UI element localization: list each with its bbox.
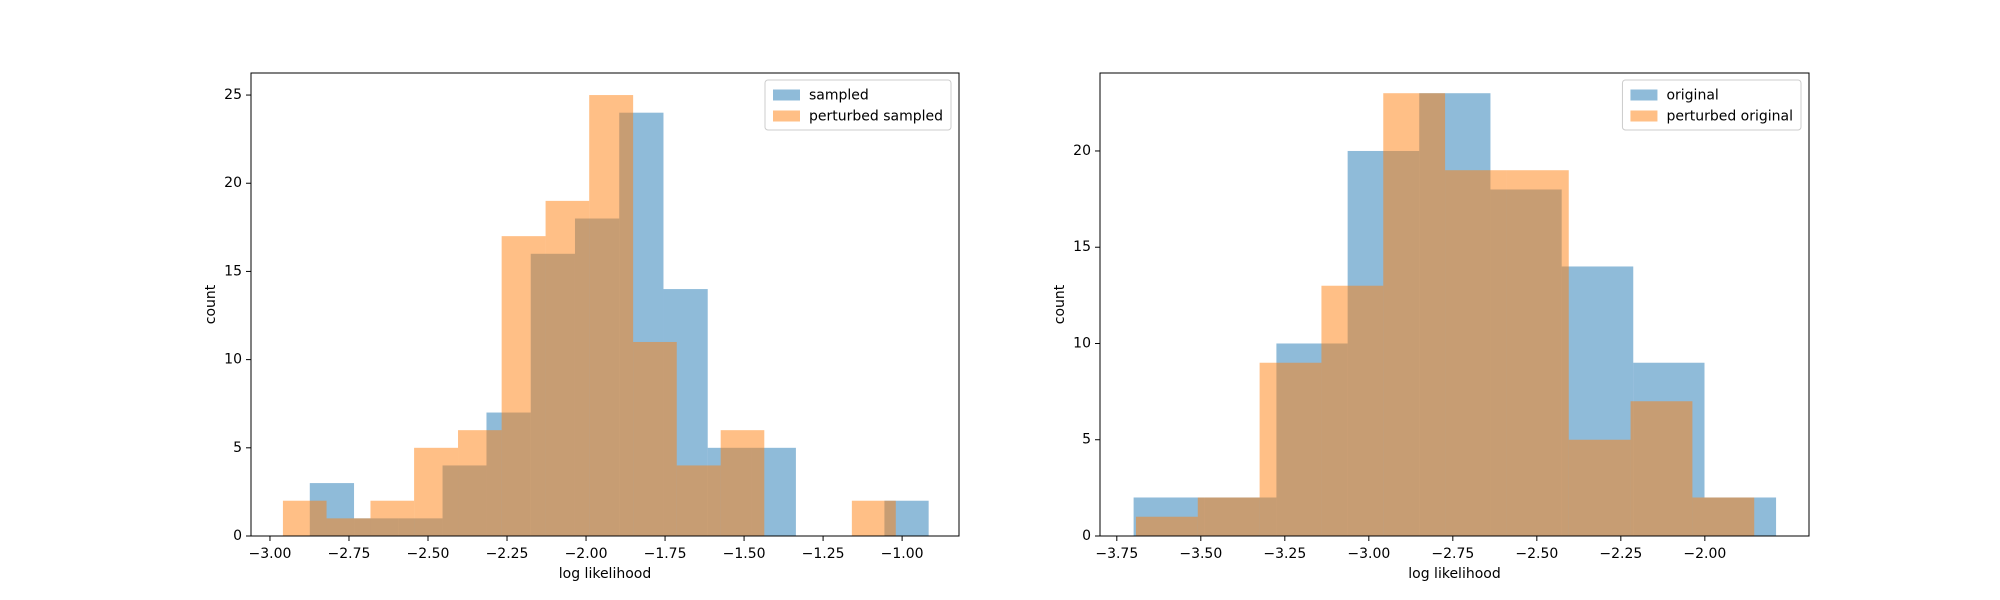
legend-frame — [764, 79, 952, 131]
histogram-bar — [458, 430, 502, 536]
y-axis-label: count — [1052, 284, 1068, 324]
legend-swatch — [1630, 89, 1658, 101]
x-tick-label: −2.25 — [486, 546, 529, 562]
y-tick-label: 15 — [1073, 239, 1091, 255]
histogram-bar — [1135, 516, 1198, 536]
x-tick-label: −2.00 — [565, 546, 608, 562]
y-tick-label: 20 — [1073, 143, 1091, 159]
legend-label: perturbed original — [1666, 109, 1793, 125]
plot — [1133, 93, 1777, 537]
histogram-bar — [545, 200, 590, 536]
y-tick-label: 10 — [224, 352, 242, 368]
histogram-bar — [1197, 497, 1260, 536]
x-tick-label: −3.75 — [1095, 546, 1138, 562]
legend-label: sampled — [809, 88, 869, 104]
y-tick-label: 0 — [233, 528, 242, 544]
histogram-bar — [1445, 170, 1507, 536]
x-tick-label: −1.25 — [802, 546, 845, 562]
histogram-bar — [1383, 93, 1446, 536]
x-tick-label: −3.00 — [249, 546, 292, 562]
y-axis-label: count — [203, 284, 219, 324]
histogram-bar — [633, 341, 677, 536]
histogram-bar — [370, 500, 415, 536]
x-tick-label: −3.25 — [1263, 546, 1306, 562]
axes-frame — [250, 72, 960, 537]
histogram-bar — [501, 236, 546, 536]
histogram-bar — [1568, 439, 1631, 536]
histogram-bar — [589, 95, 634, 537]
x-tick-label: −3.00 — [1347, 546, 1390, 562]
histogram-bar — [720, 430, 765, 536]
histogram-bar — [1259, 362, 1322, 536]
histogram-bar — [676, 465, 721, 536]
histogram-bar — [1692, 497, 1755, 536]
legend: original perturbed original — [1621, 79, 1802, 131]
legend-swatch — [773, 110, 800, 122]
x-axis-label: log likelihood — [1408, 566, 1500, 582]
y-tick-label: 25 — [224, 87, 242, 103]
legend-swatch — [1630, 110, 1658, 122]
plot — [282, 95, 929, 537]
histogram-bar — [282, 500, 327, 536]
y-tick-label: 20 — [224, 175, 242, 191]
x-axis-label: log likelihood — [559, 566, 651, 582]
histogram-bar — [414, 447, 459, 536]
legend-frame — [1621, 79, 1802, 131]
y-tick-label: 5 — [233, 440, 242, 456]
x-tick-label: −1.00 — [881, 546, 924, 562]
x-tick-label: −2.00 — [1683, 546, 1726, 562]
x-tick-label: −2.50 — [407, 546, 450, 562]
y-tick-label: 15 — [224, 263, 242, 279]
y-tick-label: 0 — [1082, 528, 1091, 544]
x-tick-label: −1.50 — [723, 546, 766, 562]
histogram-bar — [326, 518, 371, 536]
histogram-bar — [1506, 170, 1569, 536]
x-tick-label: −2.75 — [328, 546, 371, 562]
axes-frame — [1099, 72, 1810, 537]
legend: sampled perturbed sampled — [764, 79, 952, 131]
legend-label: original — [1666, 88, 1718, 104]
histogram-bar — [1321, 285, 1384, 536]
y-tick-label: 5 — [1082, 432, 1091, 448]
legend-swatch — [773, 89, 800, 101]
histogram-bar — [851, 500, 896, 536]
x-tick-label: −2.25 — [1599, 546, 1642, 562]
y-tick-label: 10 — [1073, 335, 1091, 351]
x-tick-label: −2.75 — [1431, 546, 1474, 562]
x-tick-label: −2.50 — [1515, 546, 1558, 562]
histogram-bar — [1630, 401, 1693, 536]
x-tick-label: −1.75 — [644, 546, 687, 562]
x-tick-label: −3.50 — [1179, 546, 1222, 562]
legend-label: perturbed sampled — [809, 109, 943, 125]
